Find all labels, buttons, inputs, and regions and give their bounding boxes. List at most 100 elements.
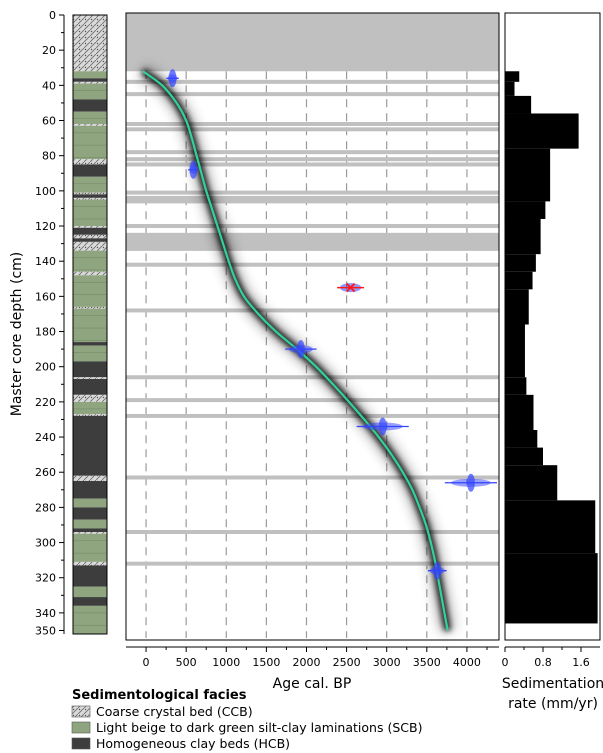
lithology-unit-ccb [73,377,107,380]
depth-tick-label: 40 [42,79,56,92]
lithology-unit-ccb [73,306,107,309]
rate-tick-label: 0 [502,656,509,669]
lithology-unit-ccb [73,124,107,126]
lithology-unit-scb [73,176,107,193]
event-band [126,199,499,204]
calibrated-date [444,473,497,492]
lithology-unit-hcb [73,194,107,198]
event-band [126,246,499,251]
event-band [126,92,499,97]
rate-bar [505,113,579,149]
event-bands [126,13,499,566]
lithology-unit-scb [73,71,107,79]
rate-axis-title-line2: rate (mm/yr) [508,696,598,712]
lithology-unit-hcb [73,481,107,499]
legend-label-ccb: Coarse crystal bed (CCB) [96,704,253,719]
lithology-unit-scb [73,401,107,415]
age-axis: 0 500 1000 1500 2000 2500 3000 3500 4000 [126,646,499,669]
lithology-unit-hcb [73,227,107,235]
rate-bar [505,148,551,202]
lithology-unit-ccb [73,414,107,416]
depth-tick-label: 0 [49,9,56,22]
event-band [126,375,499,380]
lithology-unit-hcb [73,528,107,533]
rate-bar [505,553,598,624]
event-band [126,262,499,267]
depth-tick-label: 240 [35,431,56,444]
rate-bar [505,95,532,114]
depth-tick-label: 320 [35,572,56,585]
depth-tick-label: 140 [35,255,56,268]
rate-bar [505,254,536,272]
event-band [126,190,499,195]
age-tick-label: 3500 [413,656,441,669]
age-depth-border [125,12,500,641]
lithology-unit-scb [73,586,107,598]
lithology-unit-scb [73,83,107,100]
event-band [126,122,499,127]
rate-bar [505,289,529,325]
age-tick-label: 4000 [453,656,481,669]
age-tick-label: 0 [143,656,150,669]
age-depth-plot [125,12,500,641]
depth-tick-label: 80 [42,150,56,163]
rejected-mark [345,282,356,293]
lithology-unit-scb [73,275,107,307]
lithology-unit-ccb [73,532,107,534]
lithology-unit-hcb [73,361,107,378]
lithology-unit-hcb [73,238,107,242]
age-tick-label: 1500 [252,656,280,669]
legend-title: Sedimentological facies [72,688,247,703]
event-band [126,127,499,132]
legend-swatch-hcb [71,737,91,750]
rate-bar [505,271,533,290]
rate-bar [505,430,538,448]
depth-tick-label: 280 [35,501,56,514]
age-tick-label: 500 [176,656,197,669]
depth-tick-label: 340 [35,607,56,620]
event-band [126,224,499,229]
lithology-unit-hcb [73,597,107,606]
lithology-unit-scb [73,519,107,529]
unsampled-band [126,13,499,72]
lithology-unit-scb [73,533,107,562]
depth-tick-label: 220 [35,396,56,409]
lithology-unit-hcb [73,78,107,82]
lithology-unit-hcb [73,99,107,112]
age-tick-label: 2000 [292,656,320,669]
event-band [126,243,499,248]
depth-axis-title: Master core depth (cm) [9,252,25,417]
event-band [126,398,499,403]
event-band [126,413,499,418]
lithology-unit-scb [73,345,107,362]
rate-bar [505,500,596,554]
lithology-unit-ccb [73,15,107,72]
lithology-unit-scb [73,308,107,343]
depth-tick-label: 200 [35,361,56,374]
lithology-unit-hcb [73,507,107,520]
legend-label-hcb: Homogeneous clay beds (HCB) [96,736,290,751]
lithology-unit-ccb [73,241,107,251]
rate-tick-label: 0.8 [534,656,552,669]
age-tick-label: 1000 [212,656,240,669]
depth-tick-label: 350 [35,624,56,637]
depth-tick-label: 300 [35,537,56,550]
lithology-unit-hcb [73,379,107,395]
lithology-unit-scb [73,250,107,272]
event-band [126,236,499,241]
lithology-unit-ccb [73,394,107,402]
legend-swatch-scb [71,721,91,734]
lithology-unit-scb [73,605,107,634]
event-band [126,308,499,313]
rate-bar [505,447,543,466]
dates [166,69,497,580]
lithology-column [72,14,108,635]
rate-bar [505,394,534,431]
rate-bar [505,465,558,501]
lithology-unit-ccb [73,192,107,195]
event-band [126,475,499,480]
lithology-unit-ccb [73,81,107,84]
event-band [126,150,499,155]
depth-tick-label: 160 [35,290,56,303]
depth-tick-label: 20 [42,44,56,57]
